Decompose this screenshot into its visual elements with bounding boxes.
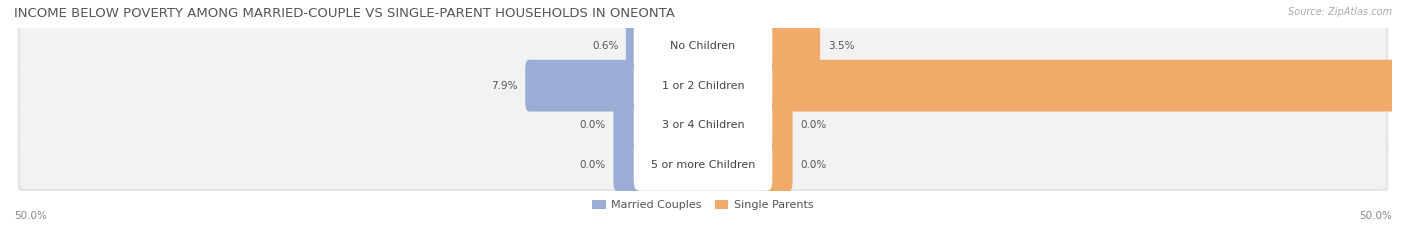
FancyBboxPatch shape [17, 138, 1389, 192]
Text: 3.5%: 3.5% [828, 41, 855, 51]
Text: 0.0%: 0.0% [579, 120, 606, 130]
FancyBboxPatch shape [613, 139, 641, 191]
Text: 0.0%: 0.0% [800, 120, 827, 130]
Text: 7.9%: 7.9% [491, 81, 517, 91]
Text: 1 or 2 Children: 1 or 2 Children [662, 81, 744, 91]
FancyBboxPatch shape [634, 100, 772, 151]
FancyBboxPatch shape [20, 102, 1386, 149]
Legend: Married Couples, Single Parents: Married Couples, Single Parents [588, 195, 818, 215]
Text: 0.0%: 0.0% [800, 160, 827, 170]
FancyBboxPatch shape [765, 60, 1406, 112]
Text: INCOME BELOW POVERTY AMONG MARRIED-COUPLE VS SINGLE-PARENT HOUSEHOLDS IN ONEONTA: INCOME BELOW POVERTY AMONG MARRIED-COUPL… [14, 7, 675, 20]
FancyBboxPatch shape [634, 61, 772, 111]
Text: 0.6%: 0.6% [592, 41, 619, 51]
FancyBboxPatch shape [17, 98, 1389, 153]
Text: 50.0%: 50.0% [1360, 211, 1392, 221]
FancyBboxPatch shape [634, 21, 772, 71]
FancyBboxPatch shape [634, 140, 772, 190]
FancyBboxPatch shape [626, 20, 641, 72]
FancyBboxPatch shape [765, 20, 820, 72]
Text: 50.0%: 50.0% [14, 211, 46, 221]
FancyBboxPatch shape [526, 60, 641, 112]
Text: 0.0%: 0.0% [579, 160, 606, 170]
FancyBboxPatch shape [765, 139, 793, 191]
Text: Source: ZipAtlas.com: Source: ZipAtlas.com [1288, 7, 1392, 17]
FancyBboxPatch shape [613, 99, 641, 151]
Text: 3 or 4 Children: 3 or 4 Children [662, 120, 744, 130]
FancyBboxPatch shape [765, 99, 793, 151]
FancyBboxPatch shape [20, 22, 1386, 69]
FancyBboxPatch shape [20, 62, 1386, 109]
FancyBboxPatch shape [17, 58, 1389, 113]
FancyBboxPatch shape [20, 142, 1386, 189]
Text: No Children: No Children [671, 41, 735, 51]
FancyBboxPatch shape [17, 19, 1389, 73]
Text: 5 or more Children: 5 or more Children [651, 160, 755, 170]
